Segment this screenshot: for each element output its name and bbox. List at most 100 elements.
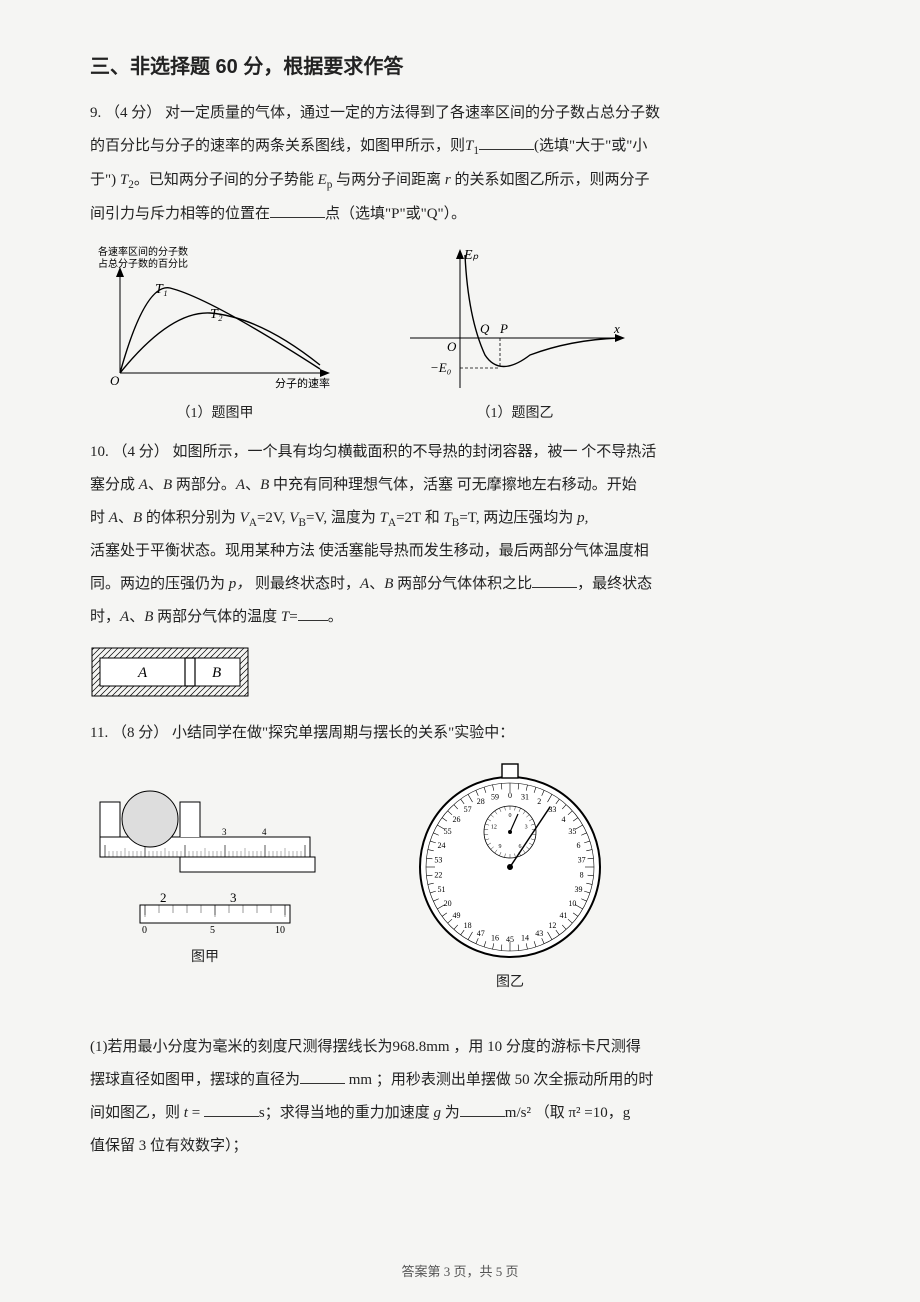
container-svg: A B	[90, 646, 250, 698]
svg-text:3: 3	[222, 827, 227, 837]
svg-text:28: 28	[477, 797, 485, 806]
svg-text:6: 6	[518, 844, 521, 850]
q9-number: 9.	[90, 105, 101, 121]
q10-period: 。	[328, 609, 343, 625]
q10-p2: p，	[229, 576, 252, 592]
q9-text2a: 的百分比与分子的速率的两条关系图线，如图甲所示，则	[90, 138, 465, 154]
q9-text3d: 的关系如图乙所示，则两分子	[455, 172, 650, 188]
svg-text:4: 4	[262, 827, 267, 837]
q10-and: 和	[425, 510, 440, 526]
q10-l4a: 活塞处于平衡状态。现用某种方法 使活塞能导热而发生移动，最后两部分气体温度相	[90, 543, 649, 559]
svg-text:22: 22	[434, 871, 442, 880]
q10-B4: B	[384, 576, 393, 592]
fig2-Ep: Eₚ	[463, 248, 479, 263]
q10-TB: T	[443, 510, 451, 526]
svg-text:35: 35	[568, 827, 576, 836]
fig2-minE: −E₀	[430, 360, 451, 375]
q11s-paren: （取 π² =10，g	[535, 1105, 631, 1121]
container-A: A	[137, 665, 148, 681]
fig1-T2: T₂	[210, 307, 223, 322]
svg-text:59: 59	[491, 793, 499, 802]
q10-A3: A	[109, 510, 118, 526]
blank-5[interactable]	[300, 1069, 345, 1084]
calipers-fig: 01 23 4 23 0510 图甲	[90, 787, 320, 966]
fig2-x: x	[613, 321, 620, 336]
svg-text:33: 33	[548, 805, 556, 814]
q11s-l3a: 间如图乙，则	[90, 1105, 180, 1121]
q10-A1: A	[139, 477, 148, 493]
svg-text:41: 41	[560, 911, 568, 920]
svg-text:6: 6	[576, 841, 580, 850]
q9-text4a: 间引力与斥力相等的位置在	[90, 206, 270, 222]
q10-l5a: 同。两边的压强仍为	[90, 576, 225, 592]
q9-Ep: E	[318, 172, 327, 188]
blank-3[interactable]	[532, 573, 577, 588]
q10-l3d: 两边压强均为	[483, 510, 573, 526]
q9-text2b: (选填"大于"或"小	[534, 138, 647, 154]
q11s-l2a: 摆球直径如图甲，摆球的直径为	[90, 1072, 300, 1088]
svg-text:45: 45	[506, 935, 514, 944]
fig1-ylabel2: 占总分子数的百分比	[98, 257, 188, 270]
blank-7[interactable]	[460, 1102, 505, 1117]
q11s-l3b: 求得当地的重力加速度	[280, 1105, 430, 1121]
svg-text:0: 0	[142, 925, 147, 936]
q10-l2a: 塞分成	[90, 477, 135, 493]
svg-text:20: 20	[444, 899, 452, 908]
q11s-ug: m/s²	[505, 1105, 531, 1121]
svg-text:14: 14	[521, 934, 529, 943]
q10-p: p,	[577, 510, 588, 526]
q10-eq: =	[289, 609, 297, 625]
q11s-l4: 值保留 3 位有效数字）；	[90, 1138, 248, 1154]
q11-number: 11.	[90, 725, 108, 741]
q10-l1: 如图所示，一个具有均匀横截面积的不导热的封闭容器，被一 个不导热活	[173, 444, 657, 460]
svg-text:0: 0	[508, 791, 512, 800]
fig2-P: P	[499, 321, 508, 336]
fig2-O: O	[447, 339, 457, 354]
q11s-mm: mm ；	[349, 1072, 391, 1088]
stopwatch-caption: 图乙	[410, 971, 610, 991]
svg-text:43: 43	[535, 929, 543, 938]
q10-B1: B	[163, 477, 172, 493]
q11-points: （8 分）	[112, 725, 168, 741]
q10-B3: B	[133, 510, 142, 526]
svg-text:24: 24	[438, 841, 446, 850]
blank-6[interactable]	[204, 1102, 259, 1117]
q10-l5d: ，最终状态	[577, 576, 652, 592]
q10-l2c: 中充有同种理想气体，活塞 可无摩擦地左右移动。开始	[273, 477, 637, 493]
container-B: B	[212, 665, 221, 681]
fig2-Q: Q	[480, 321, 490, 336]
q10-A2: A	[236, 477, 245, 493]
q10-A4: A	[360, 576, 369, 592]
svg-text:2: 2	[537, 797, 541, 806]
svg-text:10: 10	[568, 899, 576, 908]
q9-text3b: 。已知两分子间的分子势能	[134, 172, 314, 188]
q11s-g: g	[434, 1105, 442, 1121]
q9-points: （4 分）	[105, 105, 161, 121]
q10-points: （4 分）	[113, 444, 169, 460]
fig1-xlabel: 分子的速率	[275, 376, 330, 390]
svg-text:39: 39	[574, 885, 582, 894]
svg-text:57: 57	[464, 805, 472, 814]
svg-text:3: 3	[230, 890, 237, 905]
q10-l2b: 两部分。	[176, 477, 236, 493]
svg-text:8: 8	[580, 871, 584, 880]
blank-2[interactable]	[270, 203, 325, 218]
q10-l6b: 两部分气体的温度	[157, 609, 277, 625]
blank-1[interactable]	[479, 135, 534, 150]
section-title: 三、非选择题 60 分，根据要求作答	[90, 50, 830, 79]
q11s-s: s；	[259, 1105, 280, 1121]
svg-text:47: 47	[477, 929, 485, 938]
q10-l3c: 温度为	[331, 510, 376, 526]
svg-text:2: 2	[160, 890, 167, 905]
blank-4[interactable]	[298, 606, 328, 621]
svg-text:3: 3	[525, 825, 528, 831]
q9-fig2: Eₚ Q P x O −E₀ （1）题图乙	[400, 243, 630, 422]
q11-figures: 01 23 4 23 0510 图甲 031233435637839104112…	[90, 762, 830, 991]
q10-eqTA: =2T	[396, 510, 421, 526]
stopwatch-svg: 0312334356378391041124314451647184920512…	[410, 762, 610, 962]
calipers-caption: 图甲	[90, 946, 320, 966]
q10-l3a: 时	[90, 510, 105, 526]
q9-text3c: 与两分子间距离	[336, 172, 441, 188]
fig1-ylabel1: 各速率区间的分子数	[98, 245, 188, 258]
q9-fig1: 各速率区间的分子数 占总分子数的百分比 T₁ T₂ O 分子的速率 （1）题图甲	[90, 243, 340, 422]
